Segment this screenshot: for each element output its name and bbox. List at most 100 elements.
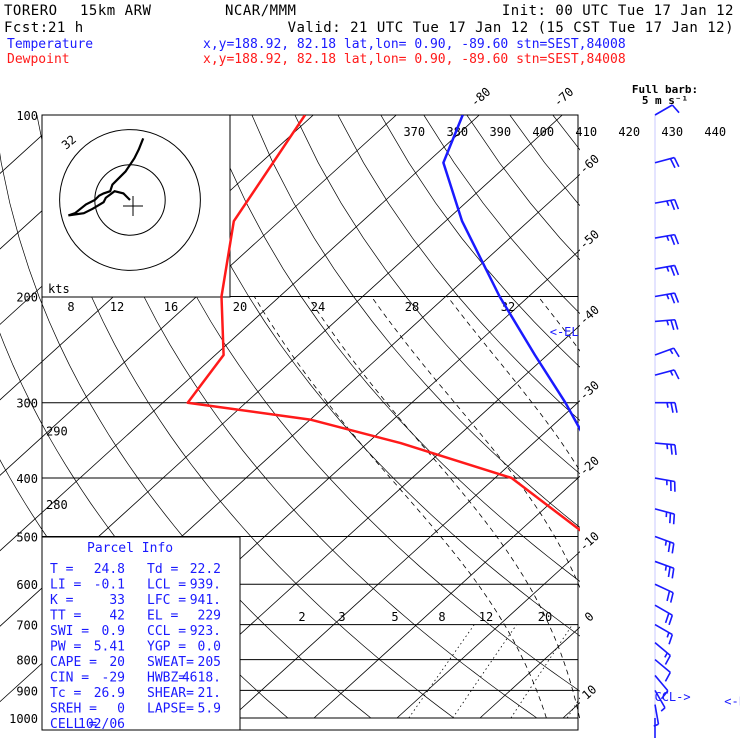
isotherm-line bbox=[147, 324, 580, 719]
wind-barb-staff bbox=[654, 658, 671, 674]
sounding-traces bbox=[186, 115, 580, 532]
wind-barb-staff bbox=[654, 642, 671, 657]
wind-barb-flag bbox=[674, 319, 679, 330]
dry-adiabat bbox=[79, 115, 538, 719]
wind-barb bbox=[654, 623, 674, 645]
parcel-info-cell: 26.9 bbox=[94, 686, 125, 701]
wind-barb-flag bbox=[670, 265, 676, 276]
wind-barb bbox=[654, 318, 679, 331]
wind-barb-staff bbox=[654, 560, 675, 570]
isotherm-label: -10 bbox=[577, 529, 602, 554]
parcel-info-cell: TT = bbox=[50, 609, 81, 624]
wind-barb-half-flag bbox=[669, 349, 674, 355]
legend-temperature-info: x,y=188.92, 82.18 lat,lon= 0.90, -89.60 … bbox=[203, 37, 626, 52]
legend-temperature: Temperature bbox=[7, 37, 93, 52]
dry-adiabat bbox=[639, 115, 740, 718]
mixing-ratio-label: 5 bbox=[391, 610, 398, 624]
wind-barb bbox=[654, 690, 666, 712]
parcel-info-cell: -29 bbox=[102, 671, 125, 686]
isotherm-line bbox=[562, 702, 580, 719]
wind-barb-half-flag bbox=[666, 294, 670, 300]
wind-barb-flag bbox=[668, 634, 674, 645]
parcel-info-cell: 0 bbox=[117, 702, 125, 717]
pressure-label: 900 bbox=[16, 684, 38, 698]
chart-header: TORERO 15km ARW NCAR/MMM Init: 00 UTC Tu… bbox=[4, 3, 734, 107]
pressure-label: 300 bbox=[16, 397, 38, 411]
dry-adiabat bbox=[423, 115, 580, 315]
parcel-info-cell: 42 bbox=[109, 609, 125, 624]
isotherm-label: -70 bbox=[551, 85, 576, 110]
wind-barb-flag bbox=[670, 319, 675, 331]
wind-barb-flag bbox=[673, 265, 680, 276]
dry-adiabat bbox=[122, 115, 580, 692]
isotherm-label: -40 bbox=[577, 303, 602, 328]
isotherm-line bbox=[0, 115, 563, 627]
parcel-info-cell: SHEAR= bbox=[147, 686, 194, 701]
parcel-info-title: Parcel Info bbox=[87, 541, 173, 556]
parcel-info-cell: 33 bbox=[109, 593, 125, 608]
isotherm-label: 0 bbox=[582, 609, 597, 624]
wind-barb-flag bbox=[664, 612, 670, 624]
parcel-info-cell: 20 bbox=[109, 655, 125, 670]
wind-barb-flag bbox=[671, 568, 675, 579]
parcel-info-cell: Td = bbox=[147, 562, 178, 577]
mixing-ratio-line bbox=[510, 624, 573, 719]
wind-barb-flag bbox=[664, 672, 672, 682]
parcel-info-cell: SWEAT= bbox=[147, 655, 194, 670]
wind-barb-flag bbox=[674, 402, 678, 413]
dry-adiabat bbox=[725, 115, 740, 718]
wind-barb bbox=[654, 369, 680, 380]
parcel-info-cell: 923. bbox=[190, 624, 221, 639]
pressure-label: 500 bbox=[16, 530, 38, 544]
wind-barb-half-flag bbox=[666, 444, 669, 450]
theta-label: 370 bbox=[403, 125, 425, 139]
parcel-info-cell: 205 bbox=[198, 655, 221, 670]
parcel-info-cell: CAPE = bbox=[50, 655, 97, 670]
wind-barb-flag bbox=[668, 614, 674, 626]
isotherm-line bbox=[0, 115, 148, 250]
parcel-info-cell: LAPSE= bbox=[147, 702, 194, 717]
legend-dewpoint: Dewpoint bbox=[7, 52, 70, 67]
parcel-info-cell: 941. bbox=[190, 593, 221, 608]
wind-barb-staff bbox=[654, 604, 673, 616]
mixing-ratio-label: 2 bbox=[298, 610, 305, 624]
parcel-info-cell: CIN = bbox=[50, 671, 89, 686]
mixing-ratio-label: 8 bbox=[438, 610, 445, 624]
isotherm-label: 10 bbox=[579, 682, 599, 702]
parcel-info-cell: 0.9 bbox=[102, 624, 125, 639]
wind-barb bbox=[654, 658, 672, 682]
theta-e-label: 280 bbox=[46, 498, 68, 512]
wind-barb-half-flag bbox=[666, 200, 670, 207]
wind-barb-staff bbox=[654, 623, 673, 636]
pressure-label: 600 bbox=[16, 578, 38, 592]
parcel-info-cell: EL = bbox=[147, 609, 178, 624]
valid-time: Valid: 21 UTC Tue 17 Jan 12 (15 CST Tue … bbox=[288, 20, 734, 36]
moist-adiabat bbox=[253, 296, 547, 719]
wind-barb-half-flag bbox=[666, 266, 670, 272]
mixing-ratio-label: 3 bbox=[338, 610, 345, 624]
theta-label: 440 bbox=[704, 125, 726, 139]
wind-barb-flag bbox=[673, 369, 680, 380]
dry-adiabat bbox=[208, 115, 580, 582]
wind-barb bbox=[654, 264, 680, 276]
parcel-info-cell: 5.9 bbox=[198, 702, 221, 717]
wind-barb bbox=[654, 198, 680, 211]
wind-barb-flag bbox=[669, 592, 674, 603]
isotherm-label: -30 bbox=[577, 378, 602, 403]
parcel-info-cell: 939. bbox=[190, 578, 221, 593]
wind-barb bbox=[654, 292, 680, 304]
wind-barb bbox=[654, 442, 677, 456]
parcel-info-cell: CCL = bbox=[147, 624, 186, 639]
wind-barb-half-flag bbox=[660, 707, 666, 712]
wind-barb bbox=[655, 401, 678, 413]
wind-barb-staff bbox=[654, 104, 673, 116]
parcel-info-cell: PW = bbox=[50, 640, 81, 655]
wind-barb-flag bbox=[673, 347, 680, 358]
hodograph-ring-label: 8 bbox=[67, 300, 74, 314]
pressure-label: 100 bbox=[16, 109, 38, 123]
wind-barb bbox=[654, 508, 676, 525]
wind-barb-flag bbox=[669, 512, 672, 524]
moist-adiabat bbox=[447, 296, 580, 472]
